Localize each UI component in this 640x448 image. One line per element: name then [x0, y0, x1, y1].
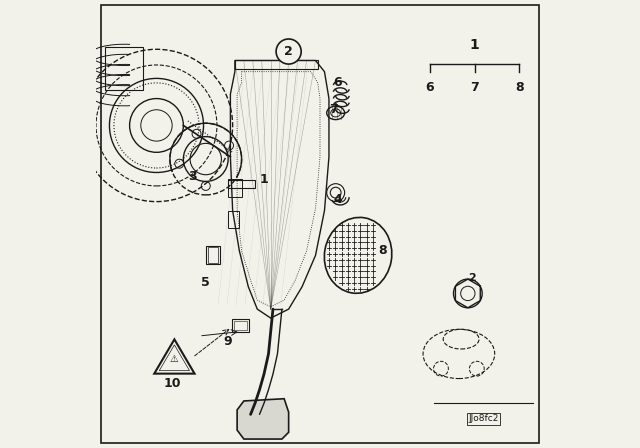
Bar: [228, 211, 239, 228]
Bar: [228, 180, 255, 188]
Text: 6: 6: [426, 81, 434, 94]
Text: 7: 7: [329, 103, 338, 116]
Text: JJo8fc2: JJo8fc2: [468, 414, 499, 423]
Bar: [235, 60, 317, 69]
Polygon shape: [237, 399, 289, 439]
Text: 7: 7: [470, 81, 479, 94]
Bar: [234, 321, 247, 330]
Bar: [207, 247, 218, 263]
Text: 8: 8: [515, 81, 524, 94]
Text: 1: 1: [470, 38, 479, 52]
Text: 8: 8: [378, 244, 387, 258]
Text: 1: 1: [260, 172, 268, 186]
Text: 2: 2: [468, 273, 476, 283]
Bar: [105, 47, 143, 90]
Text: 6: 6: [333, 76, 342, 90]
Text: 5: 5: [202, 276, 210, 289]
Text: 9: 9: [224, 335, 232, 348]
Circle shape: [276, 39, 301, 64]
Text: 3: 3: [188, 170, 196, 184]
Bar: [206, 246, 220, 264]
Text: 10: 10: [163, 377, 181, 391]
Bar: [228, 179, 242, 197]
Text: 4: 4: [333, 193, 342, 206]
Text: ⚠: ⚠: [170, 354, 179, 364]
Text: 2: 2: [284, 45, 293, 58]
Bar: [232, 319, 249, 332]
